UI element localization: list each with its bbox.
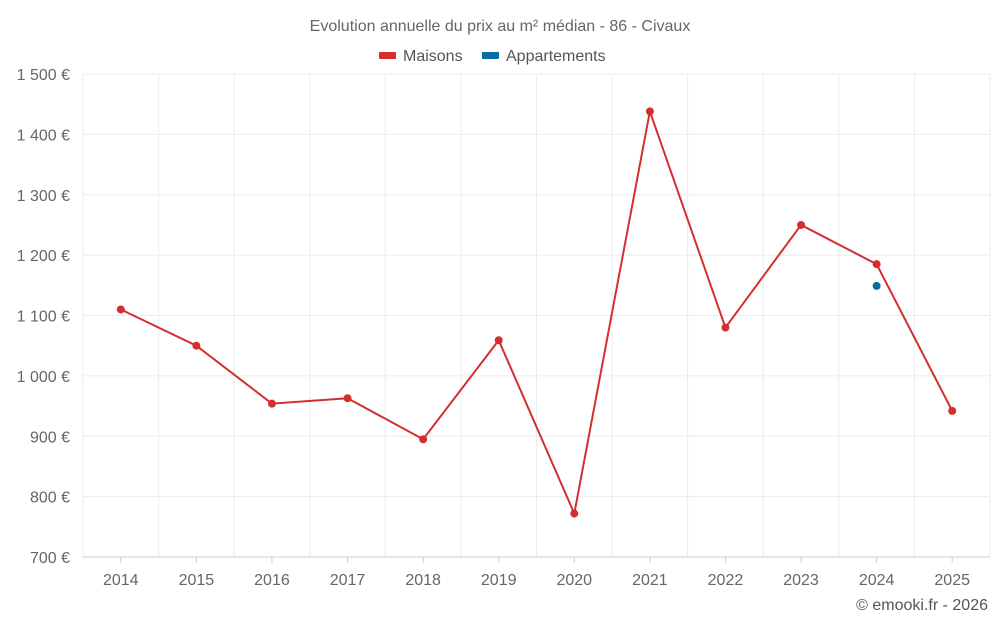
y-tick-label: 800 €	[30, 490, 70, 507]
x-tick-label: 2019	[481, 572, 517, 589]
data-point-maisons-2025[interactable]	[948, 406, 957, 415]
y-tick-label: 1 000 €	[17, 369, 70, 386]
data-point-maisons-2021[interactable]	[645, 107, 654, 116]
chart-title: Evolution annuelle du prix au m² médian …	[310, 18, 691, 35]
x-tick-label: 2020	[556, 572, 592, 589]
data-point-maisons-2023[interactable]	[797, 220, 806, 229]
x-axis-ticks: 2014 2015 2016 2017 2018 2019 2020 2021 2022 2023…	[103, 572, 970, 589]
data-point-maisons-2018[interactable]	[419, 435, 428, 444]
legend-label-maisons[interactable]: Maisons	[403, 48, 463, 65]
gridlines	[82, 73, 991, 557]
x-tick-label: 2015	[179, 572, 215, 589]
x-tick-label: 2017	[330, 572, 366, 589]
data-point-maisons-2016[interactable]	[267, 399, 276, 408]
legend-swatch-appartements	[482, 52, 499, 59]
y-axis-ticks: 700 € 800 € 900 € 1 000 € 1 100 € 1 200 € 1 30…	[17, 67, 70, 567]
axes	[83, 556, 990, 563]
data-point-maisons-2015[interactable]	[192, 341, 201, 350]
credit-text: © emooki.fr - 2026	[856, 597, 988, 614]
data-point-maisons-2017[interactable]	[343, 394, 352, 403]
x-tick-label: 2021	[632, 572, 668, 589]
x-tick-label: 2025	[934, 572, 970, 589]
data-point-maisons-2020[interactable]	[570, 509, 579, 518]
y-tick-label: 1 300 €	[17, 188, 70, 205]
legend-label-appartements[interactable]: Appartements	[506, 48, 606, 65]
data-point-maisons-2019[interactable]	[494, 336, 503, 345]
x-tick-label: 2023	[783, 572, 819, 589]
y-tick-label: 900 €	[30, 429, 70, 446]
legend-swatch-maisons	[379, 52, 396, 59]
y-tick-label: 1 500 €	[17, 67, 70, 84]
y-tick-label: 1 400 €	[17, 127, 70, 144]
x-tick-label: 2018	[405, 572, 441, 589]
y-tick-label: 1 100 €	[17, 309, 70, 326]
data-point-appartements-2024[interactable]	[872, 281, 881, 290]
data-point-maisons-2022[interactable]	[721, 323, 730, 332]
series-line-maisons	[120, 110, 954, 515]
x-tick-label: 2022	[708, 572, 744, 589]
y-tick-label: 700 €	[30, 550, 70, 567]
data-point-maisons-2024[interactable]	[872, 260, 881, 269]
x-tick-label: 2016	[254, 572, 290, 589]
y-tick-label: 1 200 €	[17, 248, 70, 265]
series-layer	[116, 107, 957, 518]
legend: Maisons Appartements	[379, 48, 606, 65]
x-tick-label: 2014	[103, 572, 139, 589]
data-point-maisons-2014[interactable]	[116, 305, 125, 314]
x-tick-label: 2024	[859, 572, 895, 589]
